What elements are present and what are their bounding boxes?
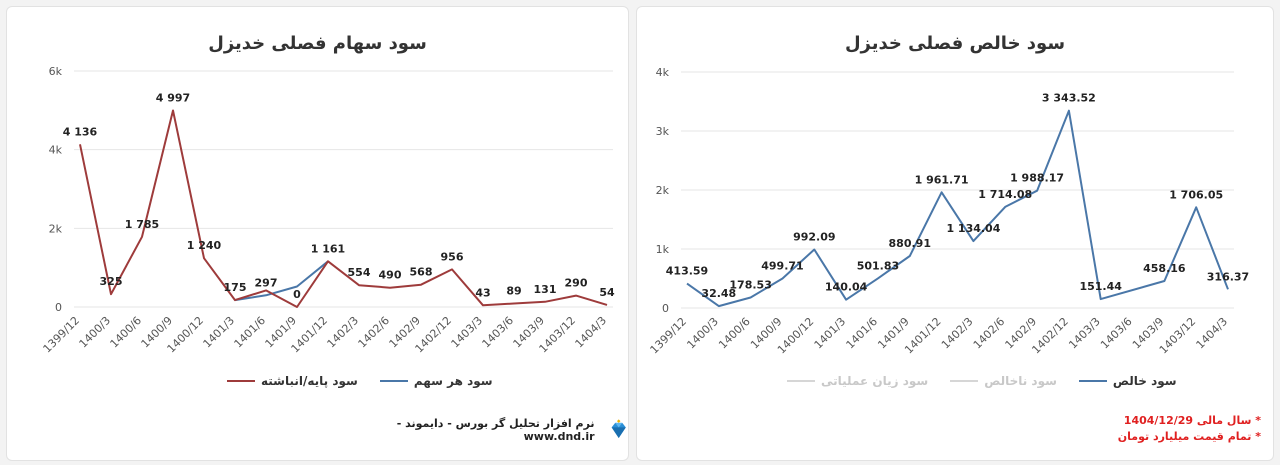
legend-swatch-base [227,380,255,382]
legend-label-base: سود پایه/انباشته [261,374,358,388]
y-tick-label: 2k [656,184,670,197]
legend-label-gross-profit: سود ناخالص [984,374,1057,388]
x-tick-label: 1404/3 [1194,315,1231,352]
data-label: 325 [100,275,123,288]
data-label: 1 785 [125,218,159,231]
x-tick-label: 1400/3 [77,314,114,351]
data-label: 89 [506,284,521,297]
x-tick-label: 1399/12 [648,315,690,357]
data-label: 140.04 [825,281,868,294]
series-line-0 [686,109,1229,308]
y-tick-label: 4k [49,144,63,157]
data-label: 458.16 [1143,262,1186,275]
series-line-0 [234,260,329,302]
legend-label-eps: سود هر سهم [413,374,493,388]
x-tick-label: 1401/6 [844,315,881,352]
right-chart-svg: 01k2k3k4k1399/121400/31400/61400/91400/1… [648,66,1250,357]
x-tick-label: 1401/3 [812,315,849,352]
data-label: 316.37 [1207,270,1249,283]
legend-item-base[interactable]: سود پایه/انباشته [227,374,358,388]
left-chart-legend: سود هر سهم سود پایه/انباشته [227,374,493,388]
data-label: 1 961.71 [915,173,969,186]
data-label: 1 240 [187,239,222,252]
y-tick-label: 3k [656,125,670,138]
data-label: 501.83 [857,259,899,272]
y-tick-label: 0 [662,302,669,315]
x-tick-label: 1404/3 [573,314,610,351]
data-label: 992.09 [793,230,835,243]
x-tick-label: 1402/6 [356,314,393,351]
data-label: 499.71 [761,260,803,273]
y-tick-label: 1k [656,243,670,256]
x-tick-label: 1403/3 [449,314,486,351]
x-tick-label: 1403/6 [1098,315,1135,352]
legend-item-operating-profit[interactable]: سود زیان عملیاتی [787,374,928,388]
left-chart-title: سود سهام فصلی خدیزل [208,33,427,54]
y-tick-label: 6k [49,65,63,78]
notes-box: * سال مالی 1404/12/29 * تمام قیمت میلیار… [1118,413,1261,445]
x-tick-label: 1402/3 [325,314,362,351]
data-label: 1 988.17 [1010,172,1064,185]
data-label: 151.44 [1079,280,1122,293]
y-tick-label: 4k [656,66,670,79]
legend-swatch-eps [379,380,408,382]
data-label: 413.59 [666,265,708,278]
legend-swatch-net-profit [1078,380,1107,382]
data-label: 490 [379,269,402,282]
x-tick-label: 1401/3 [201,314,238,351]
note-unit: * تمام قیمت میلیارد تومان [1117,430,1261,443]
x-tick-label: 1400/3 [684,315,721,352]
diamond-logo-icon [611,419,626,438]
left-chart-panel: سود سهام فصلی خدیزل 0 2k 4k 6k 1399/12 1400/3… [6,6,629,461]
note-fiscal-year: * سال مالی 1404/12/29 [1123,414,1261,427]
x-tick-label: 1401/6 [232,314,269,351]
series-line-1 [79,109,608,308]
x-tick-label: 1400/6 [716,315,753,352]
x-tick-label: 1400/6 [108,314,145,351]
data-label: 568 [410,266,433,279]
data-label: 880.91 [889,237,931,250]
data-label: 0 [293,288,301,301]
legend-label-net-profit: سود خالص [1112,374,1177,388]
legend-swatch-gross-profit [950,380,979,382]
data-label: 1 714.08 [978,188,1032,201]
right-chart-legend: سود خالص سود ناخالص سود زیان عملیاتی [787,374,1177,388]
data-label: 32.48 [701,287,736,300]
x-tick-label: 1403/6 [480,314,517,351]
data-label: 3 343.52 [1042,92,1096,105]
data-label: 1 134.04 [946,222,1000,235]
legend-swatch-operating-profit [787,380,815,382]
y-tick-label: 2k [49,222,63,235]
data-label: 178.53 [729,278,771,291]
x-tick-label: 1403/3 [1066,315,1103,352]
x-tick-label: 1402/6 [971,315,1008,352]
legend-label-operating-profit: سود زیان عملیاتی [821,374,929,388]
data-label: 297 [255,276,278,289]
left-chart-svg: 02k4k6k1399/121400/31400/61400/91400/121… [41,65,615,356]
right-chart-title: سود خالص فصلی خدیزل [844,33,1066,54]
right-chart-panel: سود خالص فصلی خدیزل 0 1k 2k 3k 4k 1399/12 1400… [636,6,1274,461]
data-label: 290 [565,277,588,290]
data-label: 4 997 [156,91,190,104]
legend-item-net-profit[interactable]: سود خالص [1078,374,1177,388]
data-label: 175 [224,281,247,294]
footer-branding: نرم افزار تحلیل گر بورس - دایموند -www.d… [357,417,628,443]
data-label: 1 161 [311,242,345,255]
data-label: 54 [599,286,615,299]
data-label: 4 136 [63,125,98,138]
data-label: 554 [348,266,371,279]
x-tick-label: 1402/3 [939,315,976,352]
data-label: 43 [475,286,490,299]
footer-software-text: نرم افزار تحلیل گر بورس - دایموند -www.d… [396,417,595,443]
legend-item-gross-profit[interactable]: سود ناخالص [950,374,1057,388]
data-label: 1 706.05 [1169,188,1223,201]
legend-item-eps[interactable]: سود هر سهم [379,374,493,388]
data-label: 956 [441,250,464,263]
data-label: 131 [534,283,557,296]
y-tick-label: 0 [55,301,62,314]
x-tick-label: 1399/12 [41,314,83,356]
